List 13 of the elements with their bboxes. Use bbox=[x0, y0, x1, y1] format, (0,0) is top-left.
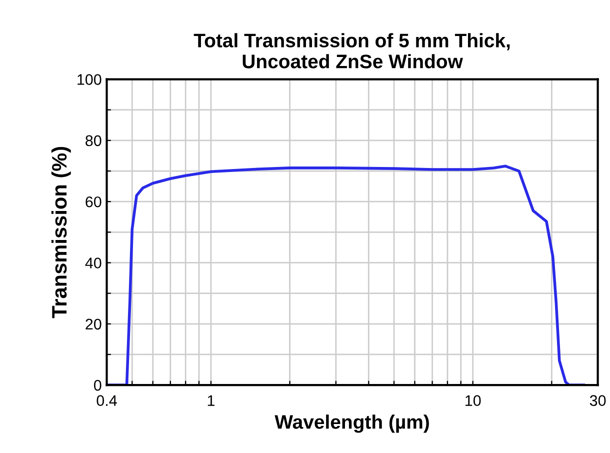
y-axis-title: Transmission (%) bbox=[51, 146, 71, 318]
y-tick-label: 0 bbox=[94, 380, 102, 391]
x-tick-label: 30 bbox=[590, 395, 606, 406]
x-tick-label: 0.4 bbox=[96, 395, 117, 406]
chart-title: Total Transmission of 5 mm Thick, Uncoated ZnSe Window bbox=[194, 33, 510, 68]
y-tick-label: 40 bbox=[85, 258, 102, 268]
y-tick-label: 20 bbox=[86, 318, 102, 330]
x-axis-title: Wavelength (µm) bbox=[274, 414, 429, 433]
x-tick-label: 1 bbox=[208, 395, 214, 406]
y-tick-label: 80 bbox=[86, 135, 102, 146]
y-tick-label: 100 bbox=[78, 74, 102, 85]
x-tick-label: 10 bbox=[466, 395, 481, 406]
y-tick-label: 60 bbox=[86, 196, 102, 208]
